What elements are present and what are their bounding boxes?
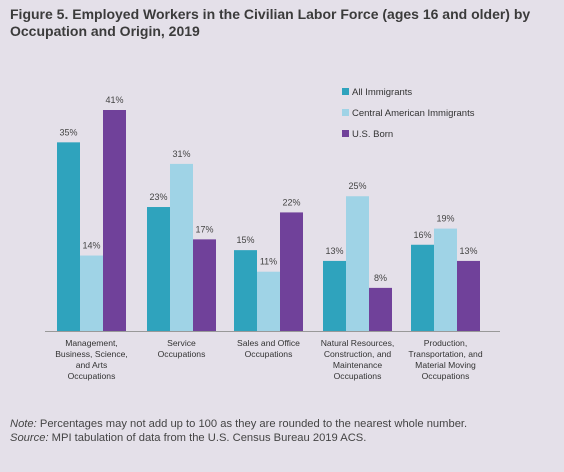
category-label: Occupations: [422, 371, 470, 381]
bar: [323, 261, 346, 331]
legend-swatch: [342, 88, 349, 95]
footnote: Note: Percentages may not add up to 100 …: [10, 417, 555, 445]
bar: [280, 212, 303, 331]
legend-label: Central American Immigrants: [352, 108, 475, 119]
data-label: 35%: [59, 127, 77, 137]
source-label: Source:: [10, 432, 49, 444]
note-line: Note: Percentages may not add up to 100 …: [10, 417, 555, 431]
category-label: Maintenance: [333, 360, 382, 370]
category-label: Production,: [424, 338, 467, 348]
legend-swatch: [342, 109, 349, 116]
bar: [234, 250, 257, 331]
bar-chart: 35% 23% 15% 13% 16% 14% 31% 11% 25% 19% 41% 17% 22% 8…: [0, 0, 564, 410]
bar: [457, 261, 480, 331]
category-label: and Arts: [76, 360, 108, 370]
bar: [80, 256, 103, 331]
bar: [411, 245, 434, 331]
source-line: Source: MPI tabulation of data from the …: [10, 431, 555, 445]
data-label: 11%: [260, 257, 277, 267]
category-label: Management,: [65, 338, 118, 348]
category-label: Occupations: [245, 349, 293, 359]
category-label: Material Moving: [415, 360, 476, 370]
source-text: MPI tabulation of data from the U.S. Cen…: [49, 432, 367, 444]
bar: [369, 288, 392, 331]
data-label: 23%: [149, 192, 167, 202]
bar: [434, 229, 457, 331]
legend-label: U.S. Born: [352, 129, 393, 140]
data-label: 8%: [374, 273, 387, 283]
data-label: 22%: [282, 197, 300, 207]
note-label: Note:: [10, 418, 37, 430]
category-label: Construction, and: [324, 349, 392, 359]
bar: [57, 142, 80, 331]
data-label: 13%: [325, 246, 343, 256]
note-text: Percentages may not add up to 100 as the…: [37, 418, 467, 430]
legend-label: All Immigrants: [352, 87, 412, 98]
bar: [103, 110, 126, 331]
data-label: 25%: [348, 181, 366, 191]
bar: [193, 239, 216, 331]
data-label: 15%: [236, 235, 254, 245]
category-label: Transportation, and: [408, 349, 482, 359]
data-label: 31%: [172, 149, 190, 159]
category-label: Business, Science,: [55, 349, 128, 359]
category-label: Occupations: [334, 371, 382, 381]
category-label: Service: [167, 338, 196, 348]
data-label: 13%: [459, 246, 477, 256]
bar: [346, 196, 369, 331]
category-label: Occupations: [68, 371, 116, 381]
bar: [147, 207, 170, 331]
category-label: Occupations: [158, 349, 206, 359]
legend-swatch: [342, 130, 349, 137]
data-label: 41%: [105, 95, 123, 105]
data-label: 16%: [413, 230, 431, 240]
data-label: 19%: [436, 214, 454, 224]
bar: [257, 272, 280, 331]
data-label: 14%: [82, 241, 100, 251]
data-label: 17%: [195, 224, 213, 234]
category-label: Sales and Office: [237, 338, 300, 348]
bar: [170, 164, 193, 331]
category-label: Natural Resources,: [321, 338, 395, 348]
